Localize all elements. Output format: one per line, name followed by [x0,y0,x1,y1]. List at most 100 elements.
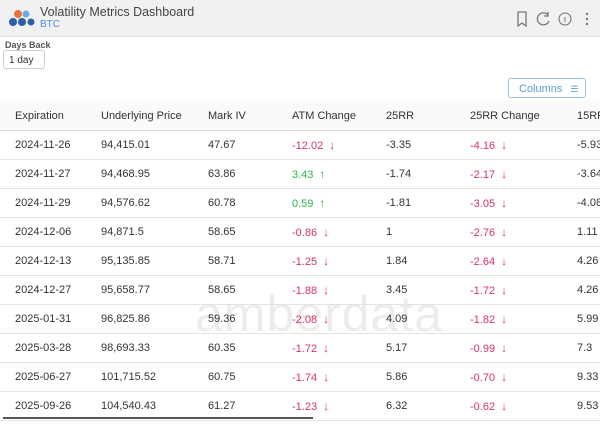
scrollbar[interactable] [3,417,313,419]
change-arrow: ↓ [501,399,508,413]
cell-value: 7.3 [577,342,593,354]
table-cell: 9.53 [576,391,600,421]
column-header: 25RR Change [469,101,576,131]
table-cell: -1.82 ↓ [469,304,576,334]
table-cell: 4.26 [576,275,600,305]
table-cell: -3.35 [385,130,469,160]
cell-value: 1 [386,226,393,238]
cell-value: -4.08 [577,197,600,209]
table-cell: 2025-06-27 [0,362,100,392]
table-cell: -0.86 ↓ [291,217,385,247]
table-cell: 2024-11-26 [0,130,100,160]
table-row: 2024-12-27 95,658.77 58.65 -1.88 ↓ 3.45 -1.72 ↓… [0,275,600,305]
cell-value: 4.09 [386,313,408,325]
cell-value: -1.82 [470,314,496,326]
table-body: 2024-11-26 94,415.01 47.67 -12.02 ↓ -3.35 -4.1… [0,130,600,421]
cell-value: 96,825.86 [101,313,150,325]
cell-value: 63.86 [208,168,236,180]
cell-value: 2024-11-27 [15,168,71,180]
change-arrow: ↑ [319,167,326,181]
table-row: 2025-03-28 98,693.33 60.35 -1.72 ↓ 5.17 -0.99 ↓… [0,333,600,363]
table-cell: -2.64 ↓ [469,246,576,276]
cell-value: -0.62 [470,401,496,413]
columns-button[interactable]: Columns ☰ [508,78,586,98]
table-cell: 101,715.52 [100,362,207,392]
table-cell: 94,415.01 [100,130,207,160]
column-header: 25RR [385,101,469,131]
cell-value: 1.84 [386,255,408,267]
table-cell: 3.45 [385,275,469,305]
header-row: Expiration Underlying Price Mark IV ATM Cha… [0,101,600,131]
change-arrow: ↓ [501,196,508,210]
cell-value: 94,468.95 [101,168,150,180]
table-cell: 58.65 [207,275,291,305]
table-cell: -2.08 ↓ [291,304,385,334]
table-cell: -2.17 ↓ [469,159,576,189]
table-cell: 94,468.95 [100,159,207,189]
cell-value: 1.11 [577,226,598,238]
table-cell: -1.74 ↓ [291,362,385,392]
cell-value: 0.59 [292,198,314,210]
change-arrow: ↓ [501,283,508,297]
cell-value: 104,540.43 [101,400,157,412]
table-row: 2024-11-27 94,468.95 63.86 3.43 ↑ -1.74 -2.17 ↓… [0,159,600,189]
logo [9,10,35,26]
table-cell: 47.67 [207,130,291,160]
cell-value: 60.35 [208,342,236,354]
change-arrow: ↓ [323,341,330,355]
cell-value: -0.86 [292,227,318,239]
cell-value: -5.93 [577,139,600,151]
cell-value: 98,693.33 [101,342,150,354]
change-arrow: ↓ [501,341,508,355]
table-cell: -5.93 [576,130,600,160]
table-cell: 5.86 [385,362,469,392]
table-cell: 95,658.77 [100,275,207,305]
table-cell: -12.02 ↓ [291,130,385,160]
change-arrow: ↓ [323,254,330,268]
header-icons[interactable] [510,9,600,29]
table-cell: 58.71 [207,246,291,276]
cell-value: 94,415.01 [101,139,150,151]
table-cell: 4.26 [576,246,600,276]
table-cell: -2.76 ↓ [469,217,576,247]
column-header: Underlying Price [100,101,207,131]
table-cell: -0.62 ↓ [469,391,576,421]
days-back-select[interactable]: 1 day [3,50,45,69]
column-header: Expiration [0,101,100,131]
cell-value: -12.02 [292,140,324,152]
cell-value: 5.17 [386,342,408,354]
cell-value: 5.99 [577,313,599,325]
header-bar: Volatility Metrics Dashboard BTC [0,0,600,37]
cell-value: -1.72 [292,343,318,355]
change-arrow: ↓ [329,138,336,152]
cell-value: 6.32 [386,400,408,412]
table-cell: 98,693.33 [100,333,207,363]
cell-value: 60.75 [208,371,236,383]
cell-value: -0.70 [470,372,496,384]
cell-value: -1.88 [292,285,318,297]
table-cell: -1.25 ↓ [291,246,385,276]
table-row: 2024-12-13 95,135.85 58.71 -1.25 ↓ 1.84 -2.64 ↓… [0,246,600,276]
table-cell: 3.43 ↑ [291,159,385,189]
cell-value: -0.99 [470,343,496,355]
cell-value: -3.05 [470,198,496,210]
metrics-table: Expiration Underlying Price Mark IV ATM Cha… [0,101,600,421]
change-arrow: ↓ [501,225,508,239]
table-cell: 5.17 [385,333,469,363]
table-cell: 2025-01-31 [0,304,100,334]
cell-value: 94,576.62 [101,197,150,209]
table-cell: -1.74 [385,159,469,189]
cell-value: 3.45 [386,284,408,296]
table-cell: 6.32 [385,391,469,421]
change-arrow: ↓ [501,312,508,326]
cell-value: 9.33 [577,371,599,383]
table-cell: 2025-03-28 [0,333,100,363]
change-arrow: ↓ [501,138,508,152]
table-cell: -0.99 ↓ [469,333,576,363]
table-cell: 9.33 [576,362,600,392]
change-arrow: ↓ [323,399,330,413]
change-arrow: ↓ [501,254,508,268]
cell-value: -2.08 [292,314,318,326]
